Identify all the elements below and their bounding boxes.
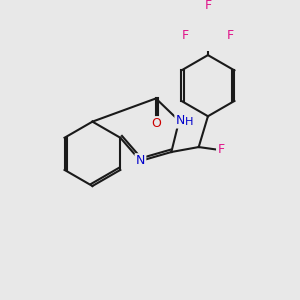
Text: F: F [226,29,234,42]
Text: N: N [176,114,185,127]
Text: F: F [217,143,224,156]
Text: H: H [185,117,194,127]
Text: F: F [204,0,211,12]
Text: N: N [136,154,145,167]
Text: O: O [151,117,161,130]
Text: F: F [182,29,189,42]
